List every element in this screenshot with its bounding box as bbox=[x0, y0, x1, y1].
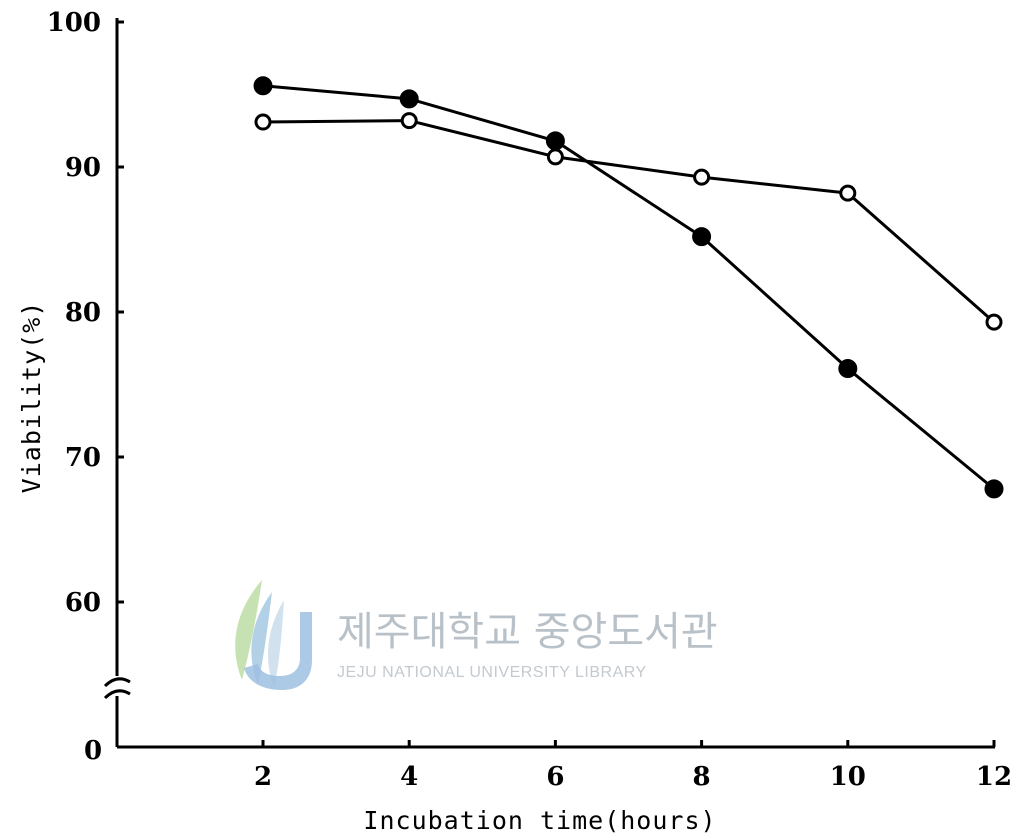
x-tick-label: 4 bbox=[400, 762, 418, 792]
x-tick-label: 2 bbox=[254, 762, 272, 792]
watermark-korean: 제주대학교 중앙도서관 bbox=[337, 609, 718, 655]
data-point-open bbox=[254, 113, 272, 131]
watermark-english: JEJU NATIONAL UNIVERSITY LIBRARY bbox=[337, 664, 647, 681]
y-tick-label: 80 bbox=[65, 298, 101, 328]
data-point-filled bbox=[838, 359, 858, 379]
x-tick-label: 10 bbox=[830, 762, 866, 792]
library-logo-icon bbox=[235, 580, 312, 690]
series-line bbox=[262, 84, 995, 491]
series-2 bbox=[254, 112, 1003, 331]
data-point-open bbox=[400, 112, 418, 130]
y-ticks: 60 70 80 90 100 bbox=[47, 8, 124, 618]
data-point-filled bbox=[545, 131, 565, 151]
data-point-open bbox=[985, 313, 1003, 331]
data-point-open bbox=[693, 168, 711, 186]
axis-break-icon bbox=[103, 677, 131, 700]
data-point-open bbox=[546, 148, 564, 166]
x-axis-title: Incubation time(hours) bbox=[363, 806, 716, 834]
y-tick-label: 100 bbox=[47, 8, 101, 38]
origin-label: 0 bbox=[84, 736, 102, 766]
x-ticks: 2 4 6 8 10 12 bbox=[254, 740, 1012, 792]
series-line bbox=[262, 119, 995, 324]
data-point-filled bbox=[399, 89, 419, 109]
x-tick-label: 6 bbox=[546, 762, 564, 792]
data-point-filled bbox=[692, 227, 712, 247]
data-point-filled bbox=[984, 479, 1004, 499]
x-tick-label: 8 bbox=[693, 762, 711, 792]
y-axis-title: Viability(%) bbox=[17, 301, 46, 494]
y-tick-label: 60 bbox=[65, 588, 101, 618]
series-layer bbox=[253, 76, 1004, 499]
data-point-filled bbox=[253, 76, 273, 96]
data-point-open bbox=[839, 184, 857, 202]
series-1 bbox=[253, 76, 1004, 499]
axes: 2 4 6 8 10 12 60 70 80 90 100 0 bbox=[47, 8, 1012, 792]
y-tick-label: 90 bbox=[65, 153, 101, 183]
watermark: 제주대학교 중앙도서관 JEJU NATIONAL UNIVERSITY LIB… bbox=[235, 580, 718, 690]
x-tick-label: 12 bbox=[976, 762, 1012, 792]
y-tick-label: 70 bbox=[65, 443, 101, 473]
